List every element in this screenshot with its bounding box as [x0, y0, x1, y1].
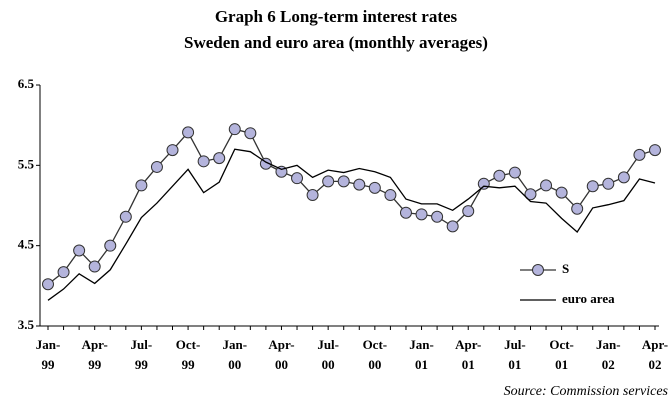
marker [291, 172, 304, 185]
x-tick-label: Oct- 00 [363, 337, 388, 372]
x-tick-label: Jan- 00 [222, 337, 247, 372]
marker [462, 205, 475, 218]
x-tick-label-line: Jan- [222, 337, 247, 352]
chart-subtitle: Sweden and euro area (monthly averages) [184, 33, 488, 52]
series-line [47, 148, 656, 301]
x-tick-label-line: 01 [462, 357, 475, 372]
series-line [47, 128, 656, 285]
x-tick-label: Apr- 01 [455, 337, 481, 372]
marker [57, 266, 70, 279]
marker [88, 260, 101, 273]
x-tick-label-line: Oct- [363, 337, 388, 352]
marker [540, 179, 553, 192]
x-tick-label-line: Jul- [504, 337, 526, 352]
marker [571, 202, 584, 215]
marker [617, 171, 630, 184]
x-tick-label-line: Jul- [317, 337, 339, 352]
marker [633, 148, 646, 161]
marker [42, 278, 54, 291]
x-tick-label-line: Jul- [131, 337, 153, 352]
x-tick-label-line: Jan- [409, 337, 434, 352]
x-tick-label: Jul- 00 [317, 337, 339, 372]
y-tick-label: 6.5 [18, 76, 35, 91]
x-tick-label-line: Jan- [36, 337, 61, 352]
x-tick-label-line: 01 [555, 357, 568, 372]
x-tick-label: Jul- 01 [504, 337, 526, 372]
y-tick-label: 5.5 [18, 156, 35, 171]
x-tick-label-line: 00 [368, 357, 381, 372]
marker [586, 180, 599, 193]
x-tick-label: Oct- 99 [176, 337, 201, 372]
marker [524, 188, 537, 201]
x-tick-label-line: 02 [649, 357, 662, 372]
x-tick-label: Jan- 02 [596, 337, 621, 372]
x-tick-label-line: 02 [602, 357, 615, 372]
marker [73, 244, 86, 257]
marker [602, 177, 615, 190]
x-tick-label-line: Apr- [268, 337, 294, 352]
x-tick-label-line: 00 [275, 357, 288, 372]
marker [431, 210, 444, 223]
marker [555, 186, 568, 199]
x-tick-label: Oct- 01 [549, 337, 574, 372]
marker [399, 206, 412, 219]
x-tick-label-line: Apr- [455, 337, 481, 352]
marker [244, 127, 257, 140]
y-tick-label: 3.5 [18, 317, 35, 332]
x-tick-label-line: 99 [135, 357, 149, 372]
marker [493, 169, 506, 182]
x-tick-label-line: 01 [508, 357, 521, 372]
marker [649, 144, 661, 157]
y-tick-label: 4.5 [18, 237, 35, 252]
x-tick-label: Apr- 00 [268, 337, 294, 372]
marker [119, 210, 132, 223]
x-tick-label: Apr- 99 [82, 337, 108, 372]
marker [368, 181, 381, 194]
chart-title: Graph 6 Long-term interest rates [215, 7, 458, 26]
x-tick-label-line: Jan- [596, 337, 621, 352]
marker [150, 160, 163, 173]
legend-label: euro area [562, 291, 615, 306]
marker [508, 166, 521, 179]
marker [306, 189, 319, 202]
x-tick-label-line: 01 [415, 357, 428, 372]
x-tick-label-line: Apr- [642, 337, 668, 352]
marker [182, 126, 195, 139]
marker [415, 208, 428, 221]
x-tick-label-line: 00 [322, 357, 335, 372]
marker [228, 123, 241, 136]
marker [384, 189, 397, 202]
x-tick-label: Jan- 99 [36, 337, 61, 372]
marker [104, 239, 117, 252]
x-tick-label-line: 99 [182, 357, 196, 372]
legend-label: S [562, 261, 569, 276]
legend-marker [532, 264, 544, 276]
marker [446, 220, 459, 233]
marker [477, 177, 490, 190]
x-tick-label-line: 00 [228, 357, 241, 372]
x-tick-label-line: 99 [88, 357, 102, 372]
x-tick-label: Jan- 01 [409, 337, 434, 372]
x-tick-label: Apr- 02 [642, 337, 668, 372]
x-tick-label-line: 99 [42, 357, 56, 372]
marker [337, 175, 350, 188]
marker [135, 179, 148, 192]
x-tick-label-line: Oct- [549, 337, 574, 352]
source-note: Source: Commission services [504, 384, 669, 399]
x-tick-label-line: Oct- [176, 337, 201, 352]
marker [166, 144, 179, 157]
marker [353, 178, 366, 191]
marker [197, 155, 210, 168]
marker [213, 152, 226, 165]
x-tick-label: Jul- 99 [131, 337, 153, 372]
marker [322, 175, 335, 188]
x-tick-label-line: Apr- [82, 337, 108, 352]
